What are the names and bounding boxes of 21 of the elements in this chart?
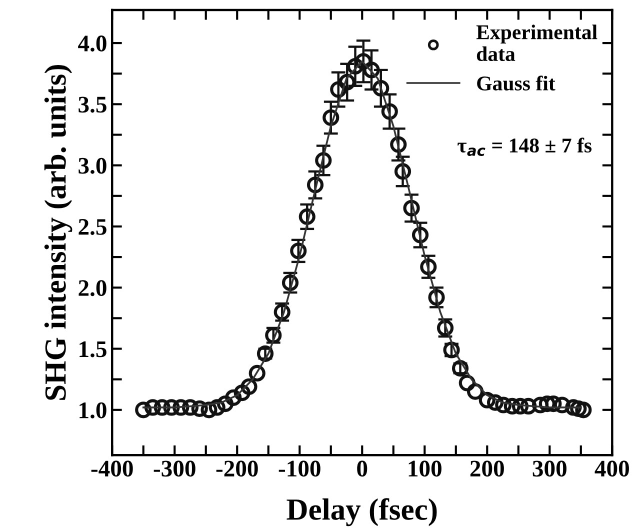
y-tick-label: 2.5 <box>78 219 106 235</box>
x-tick-label: 100 <box>408 460 442 477</box>
y-tick-label: 3.5 <box>78 96 106 113</box>
x-tick-label: -300 <box>154 460 196 477</box>
legend-label: Experimental data <box>476 24 598 62</box>
x-tick-label: -100 <box>278 460 320 477</box>
x-tick-label: 400 <box>594 460 629 477</box>
legend-label: Gauss fit <box>477 76 556 91</box>
x-tick-label: 300 <box>532 460 566 477</box>
x-tick-label: -200 <box>216 460 258 477</box>
y-tick-label: 1.0 <box>80 402 106 418</box>
y-tick-label: 3.0 <box>78 158 106 174</box>
y-axis-title: SHG intensity (arb. units) <box>44 64 72 400</box>
y-tick-label: 1.5 <box>80 341 106 358</box>
x-tick-label: 0 <box>357 460 368 477</box>
x-axis-title: Delay (fsec) <box>286 498 437 526</box>
x-tick-label: 200 <box>470 460 504 477</box>
x-tick-label: -400 <box>91 460 133 477</box>
annotation: τ$_{ac}$ = 148 ± 7 fs <box>458 138 592 156</box>
y-tick-label: 4.0 <box>78 36 106 52</box>
y-tick-label: 2.0 <box>78 280 106 296</box>
